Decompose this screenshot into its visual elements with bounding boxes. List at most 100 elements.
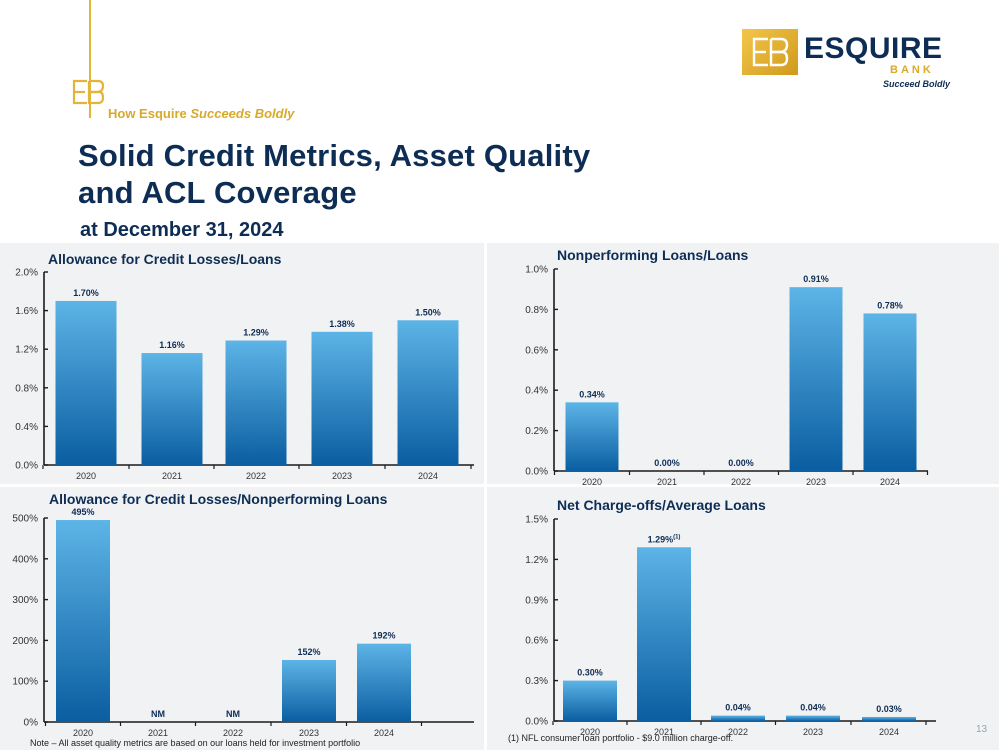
logo-mark-icon: [742, 29, 798, 75]
data-label: 192%: [372, 631, 395, 641]
data-label: 495%: [71, 507, 94, 517]
logo-name: ESQUIRE: [804, 32, 943, 65]
y-tick-label: 0%: [24, 718, 39, 729]
data-label: 0.04%: [725, 703, 751, 713]
x-tick-label: 2024: [879, 727, 899, 737]
x-tick-label: 2022: [246, 471, 266, 481]
y-tick-label: 0.4%: [15, 422, 38, 433]
bar-2020: [563, 680, 617, 721]
data-label: 0.91%: [803, 274, 829, 284]
data-label: 1.70%: [73, 288, 99, 298]
y-tick-label: 1.2%: [525, 555, 548, 566]
x-tick-label: 2021: [654, 727, 674, 737]
x-tick-label: 2023: [806, 477, 826, 487]
x-tick-label: 2024: [880, 477, 900, 487]
y-tick-label: 0.0%: [525, 717, 548, 728]
y-tick-label: 0.4%: [525, 386, 548, 397]
bar-2023: [789, 287, 843, 471]
data-label-superscript: (1): [673, 534, 680, 540]
x-tick-label: 2023: [803, 727, 823, 737]
x-tick-label: 2021: [657, 477, 677, 487]
bar-2023: [282, 659, 336, 722]
y-tick-label: 500%: [12, 514, 38, 525]
y-tick-label: 2.0%: [15, 268, 38, 279]
y-tick-label: 0.3%: [525, 676, 548, 687]
y-tick-label: 1.2%: [15, 345, 38, 356]
logo-bank: BANK: [890, 64, 934, 76]
data-label: 0.03%: [876, 704, 902, 714]
x-tick-label: 2024: [374, 728, 394, 738]
gold-accent-line: [89, 0, 91, 118]
x-tick-label: 2021: [148, 728, 168, 738]
x-tick-label: 2023: [332, 471, 352, 481]
y-tick-label: 0.9%: [525, 595, 548, 606]
data-label: NM: [151, 709, 165, 719]
x-tick-label: 2022: [728, 727, 748, 737]
y-tick-label: 300%: [12, 595, 38, 606]
x-tick-label: 2020: [580, 727, 600, 737]
bar-2023: [786, 715, 840, 721]
data-label: 0.00%: [654, 458, 680, 468]
bar-2024: [862, 716, 916, 721]
tagline: How Esquire Succeeds Boldly: [108, 106, 295, 121]
y-tick-label: 0.8%: [15, 383, 38, 394]
bar-2020: [55, 300, 117, 465]
x-tick-label: 2020: [73, 728, 93, 738]
data-label: 0.34%: [579, 389, 605, 399]
x-tick-label: 2022: [731, 477, 751, 487]
y-tick-label: 1.0%: [525, 265, 548, 276]
bar-2020: [56, 520, 110, 722]
y-tick-label: 1.6%: [15, 306, 38, 317]
data-label: 0.00%: [728, 458, 754, 468]
page-subtitle: at December 31, 2024: [80, 219, 284, 241]
x-tick-label: 2021: [162, 471, 182, 481]
chart-title-nco-avg-loans: Net Charge-offs/Average Loans: [557, 497, 766, 513]
chart-title-acl-npl: Allowance for Credit Losses/Nonperformin…: [49, 491, 388, 507]
data-label: 1.50%: [415, 307, 441, 317]
y-tick-label: 0.2%: [525, 426, 548, 437]
chart-title-npl-loans: Nonperforming Loans/Loans: [557, 247, 749, 263]
y-tick-label: 200%: [12, 636, 38, 647]
bar-2024: [357, 643, 411, 722]
y-tick-label: 0.6%: [525, 345, 548, 356]
y-tick-label: 0.0%: [15, 461, 38, 472]
y-tick-label: 100%: [12, 677, 38, 688]
footer-note: Note – All asset quality metrics are bas…: [30, 738, 361, 748]
eb-monogram-icon: [72, 79, 105, 105]
bar-2021: [637, 547, 691, 721]
bar-2020: [565, 402, 619, 471]
data-label: 0.04%: [800, 703, 826, 713]
x-tick-label: 2020: [76, 471, 96, 481]
bar-2023: [311, 331, 373, 465]
y-tick-label: 0.6%: [525, 636, 548, 647]
data-label: 0.78%: [877, 300, 903, 310]
bar-2024: [863, 313, 917, 471]
x-tick-label: 2020: [582, 477, 602, 487]
x-tick-label: 2023: [299, 728, 319, 738]
data-label: 1.38%: [329, 319, 355, 329]
data-label: 1.29%: [243, 328, 269, 338]
esquire-bank-logo: ESQUIRE BANK Succeed Boldly: [742, 28, 950, 92]
page-title: Solid Credit Metrics, Asset Quality and …: [78, 137, 590, 211]
chart-title-acl-loans: Allowance for Credit Losses/Loans: [48, 251, 282, 267]
bar-2022: [711, 715, 765, 721]
y-tick-label: 400%: [12, 554, 38, 565]
bar-2024: [397, 320, 459, 465]
data-label: 152%: [297, 647, 320, 657]
data-label: 1.16%: [159, 340, 185, 350]
page-title-line-1: Solid Credit Metrics, Asset Quality: [78, 138, 591, 173]
data-label: 0.30%: [577, 668, 603, 678]
bar-2021: [141, 353, 203, 465]
page-title-line-2: and ACL Coverage: [78, 175, 357, 210]
data-label: NM: [226, 709, 240, 719]
logo-tagline: Succeed Boldly: [883, 79, 951, 89]
footnote: (1) NFL consumer loan portfolio - $9.0 m…: [508, 733, 734, 743]
y-tick-label: 0.0%: [525, 467, 548, 478]
y-tick-label: 0.8%: [525, 305, 548, 316]
x-tick-label: 2024: [418, 471, 438, 481]
data-label: 1.29%(1): [648, 534, 681, 544]
